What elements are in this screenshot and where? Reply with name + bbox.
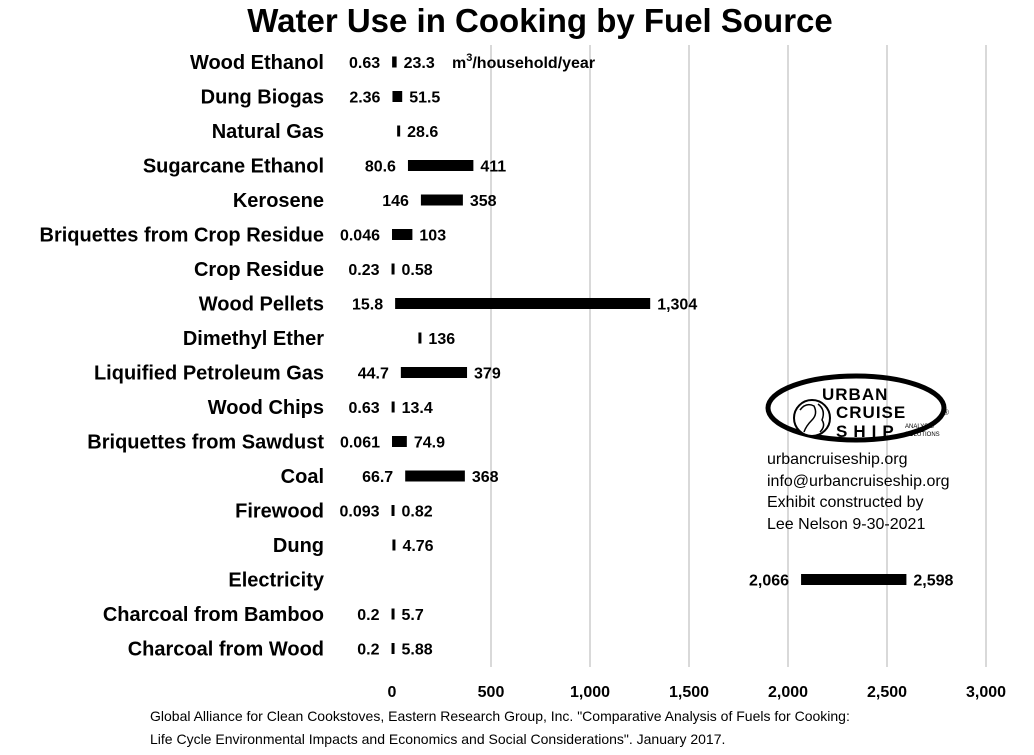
range-bar: [391, 643, 395, 654]
svg-text:SHIP: SHIP: [836, 422, 900, 441]
bars: [391, 56, 907, 654]
unit-label: m3/household/year: [452, 52, 595, 72]
high-value-label: 368: [472, 469, 499, 486]
category-label: Wood Chips: [208, 397, 324, 419]
high-value-label: 28.6: [407, 124, 438, 141]
category-label: Dung: [273, 535, 324, 557]
category-label: Briquettes from Sawdust: [87, 432, 324, 454]
high-value-label: 23.3: [404, 55, 435, 72]
category-label: Sugarcane Ethanol: [143, 156, 324, 178]
x-tick-label: 2,000: [768, 684, 808, 701]
source-line-2: Life Cycle Environmental Impacts and Eco…: [150, 731, 725, 747]
range-bar: [392, 229, 413, 240]
high-value-label: 0.82: [402, 504, 433, 521]
low-value-label: 0.093: [339, 504, 379, 521]
x-tick-label: 1,000: [570, 684, 610, 701]
high-value-label: 5.88: [402, 642, 433, 659]
info-line-2: info@urbancruiseship.org: [767, 473, 950, 490]
low-value-label: 15.8: [352, 297, 383, 314]
category-label: Electricity: [228, 570, 324, 592]
source-line-1: Global Alliance for Clean Cookstoves, Ea…: [150, 708, 850, 724]
high-value-label: 13.4: [402, 400, 433, 417]
info-line-4: Lee Nelson 9-30-2021: [767, 516, 925, 533]
range-bar: [392, 539, 396, 551]
high-value-label: 136: [428, 331, 455, 348]
low-value-label: 0.2: [357, 607, 379, 624]
range-bar: [391, 401, 395, 413]
info-line-1: urbancruiseship.org: [767, 451, 908, 468]
category-label: Natural Gas: [212, 121, 324, 143]
range-bar: [405, 470, 465, 482]
value-labels: 0.63 23.3 2.36 51.5 28.6 80.6 411 146 358 0.046 10…: [339, 55, 953, 659]
info-line-3: Exhibit constructed by: [767, 494, 924, 511]
high-value-label: 1,304: [657, 297, 697, 314]
svg-text:ANALYSIS: ANALYSIS: [905, 424, 934, 430]
category-labels: Wood Ethanol Dung Biogas Natural Gas Sugarc…: [40, 52, 325, 661]
range-bar: [391, 263, 395, 275]
high-value-label: 2,598: [913, 573, 953, 590]
high-value-label: 103: [419, 228, 446, 245]
gridlines: [490, 45, 987, 667]
chart-title: Water Use in Cooking by Fuel Source: [247, 2, 833, 39]
category-label: Coal: [281, 466, 324, 488]
range-bar: [801, 574, 907, 585]
category-label: Charcoal from Wood: [128, 639, 324, 661]
category-label: Dimethyl Ether: [183, 328, 324, 350]
high-value-label: 358: [470, 193, 497, 210]
category-label: Briquettes from Crop Residue: [40, 225, 324, 247]
globe-icon: [793, 399, 831, 437]
high-value-label: 0.58: [402, 262, 433, 279]
low-value-label: 0.23: [348, 262, 379, 279]
svg-text:®: ®: [943, 408, 949, 417]
range-bar: [407, 160, 474, 171]
low-value-label: 2,066: [749, 573, 789, 590]
x-tick-label: 1,500: [669, 684, 709, 701]
range-bar: [392, 56, 397, 68]
range-bar: [395, 298, 651, 309]
category-label: Dung Biogas: [201, 87, 324, 109]
range-bar: [400, 367, 468, 378]
range-bar: [420, 194, 463, 206]
x-tick-label: 500: [478, 684, 505, 701]
category-label: Crop Residue: [194, 259, 324, 281]
category-label: Kerosene: [233, 190, 324, 212]
high-value-label: 51.5: [409, 90, 440, 107]
svg-text:URBAN: URBAN: [822, 385, 888, 404]
low-value-label: 146: [382, 193, 409, 210]
category-label: Wood Ethanol: [190, 52, 324, 74]
urban-cruise-ship-logo: URBAN CRUISE SHIP ANALYSIS SOLUTIONS ®: [765, 373, 949, 443]
low-value-label: 44.7: [358, 366, 389, 383]
high-value-label: 411: [480, 159, 506, 176]
high-value-label: 379: [474, 366, 501, 383]
high-value-label: 5.7: [402, 607, 424, 624]
low-value-label: 0.061: [340, 435, 380, 452]
range-bar: [397, 125, 401, 137]
low-value-label: 80.6: [365, 159, 396, 176]
svg-text:SOLUTIONS: SOLUTIONS: [905, 432, 940, 438]
x-tick-label: 0: [388, 684, 397, 701]
category-label: Liquified Petroleum Gas: [94, 363, 324, 385]
x-tick-labels: 0 500 1,000 1,500 2,000 2,500 3,000: [388, 684, 1007, 701]
low-value-label: 0.046: [340, 228, 380, 245]
category-label: Wood Pellets: [199, 294, 324, 316]
range-bar: [391, 608, 395, 620]
range-bar: [392, 91, 403, 102]
svg-text:CRUISE: CRUISE: [836, 403, 906, 422]
range-bar: [392, 436, 407, 447]
range-bar: [418, 332, 422, 344]
low-value-label: 2.36: [349, 90, 380, 107]
x-tick-label: 3,000: [966, 684, 1006, 701]
low-value-label: 0.63: [348, 400, 379, 417]
category-label: Firewood: [235, 501, 324, 523]
low-value-label: 0.63: [349, 55, 380, 72]
x-tick-label: 2,500: [867, 684, 907, 701]
low-value-label: 66.7: [362, 469, 393, 486]
range-bar: [391, 505, 395, 516]
high-value-label: 4.76: [402, 538, 433, 555]
low-value-label: 0.2: [357, 642, 379, 659]
high-value-label: 74.9: [414, 435, 445, 452]
category-label: Charcoal from Bamboo: [103, 604, 324, 626]
